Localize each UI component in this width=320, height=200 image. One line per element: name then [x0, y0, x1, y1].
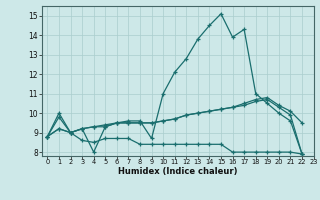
X-axis label: Humidex (Indice chaleur): Humidex (Indice chaleur)	[118, 167, 237, 176]
